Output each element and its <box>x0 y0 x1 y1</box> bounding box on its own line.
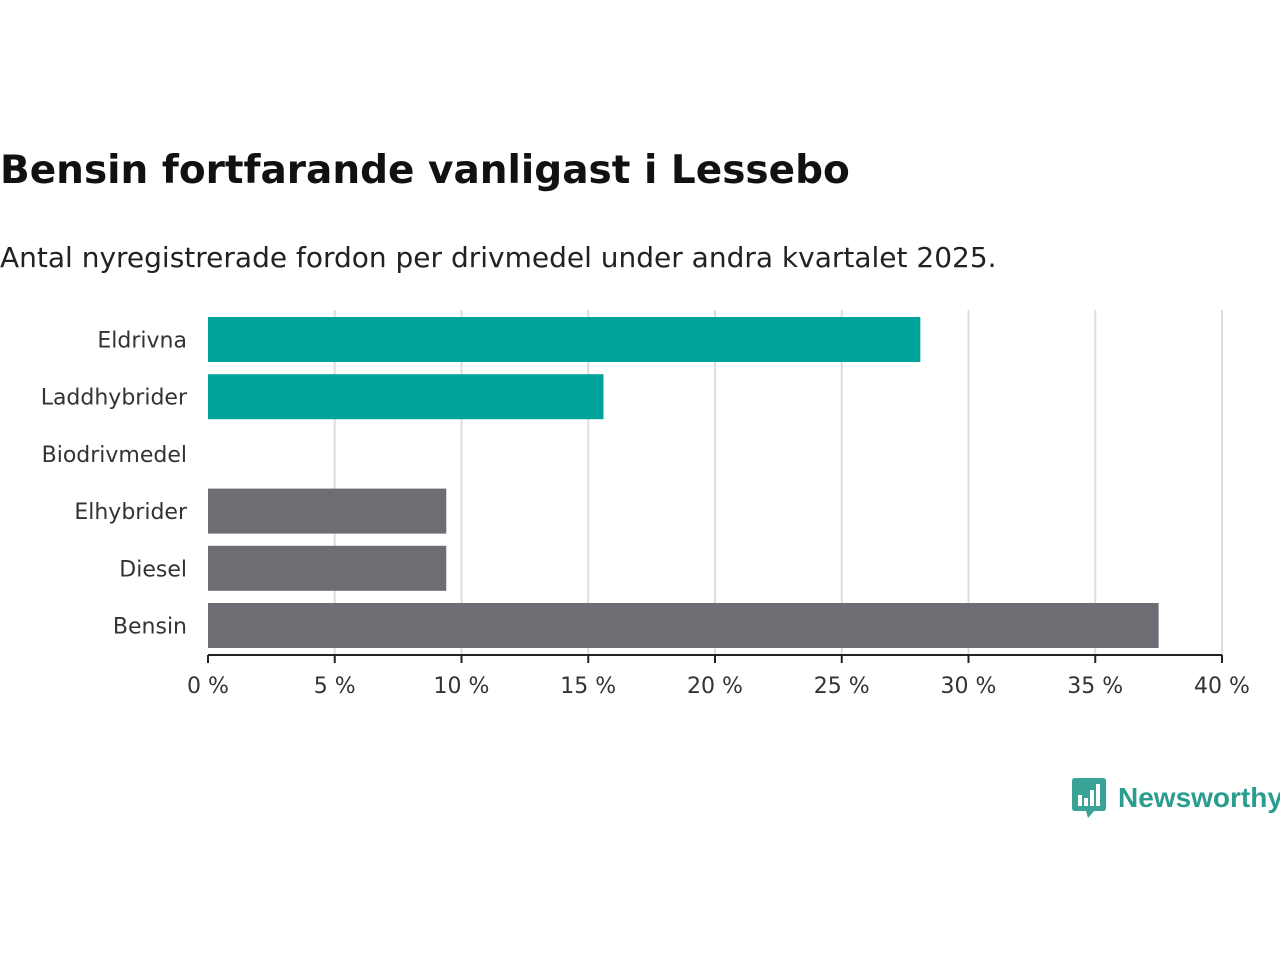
x-tick-label-8: 40 % <box>1194 674 1250 699</box>
x-tick-label-7: 35 % <box>1067 674 1123 699</box>
bar-eldrivna <box>208 317 921 362</box>
category-label-laddhybrider: Laddhybrider <box>41 386 188 411</box>
category-label-elhybrider: Elhybrider <box>74 500 188 525</box>
x-tick-label-4: 20 % <box>687 674 743 699</box>
category-label-eldrivna: Eldrivna <box>97 329 187 354</box>
newsworthy-logo-icon <box>1072 778 1106 818</box>
category-label-bensin: Bensin <box>113 615 187 640</box>
bar-chart: Eldrivna Laddhybrider Biodrivmedel Elhybrid… <box>41 310 1250 699</box>
x-tick-label-2: 10 % <box>434 674 490 699</box>
chart-title: Bensin fortfarande vanligast i Lessebo <box>0 148 850 193</box>
x-tick-label-6: 30 % <box>941 674 997 699</box>
bar-laddhybrider <box>208 374 604 420</box>
category-label-diesel: Diesel <box>119 557 187 582</box>
bar-elhybrider <box>208 488 447 534</box>
x-tick-label-0: 0 % <box>187 674 229 699</box>
category-label-biodrivmedel: Biodrivmedel <box>42 443 187 468</box>
bar-bensin <box>208 603 1159 648</box>
brand-logo: Newsworthy <box>1072 776 1280 820</box>
brand-name: Newsworthy <box>1118 782 1280 813</box>
x-tick-label-3: 15 % <box>560 674 616 699</box>
chart-subtitle: Antal nyregistrerade fordon per drivmede… <box>0 241 997 274</box>
bar-diesel <box>208 545 447 591</box>
x-tick-label-5: 25 % <box>814 674 870 699</box>
x-tick-label-1: 5 % <box>314 674 356 699</box>
